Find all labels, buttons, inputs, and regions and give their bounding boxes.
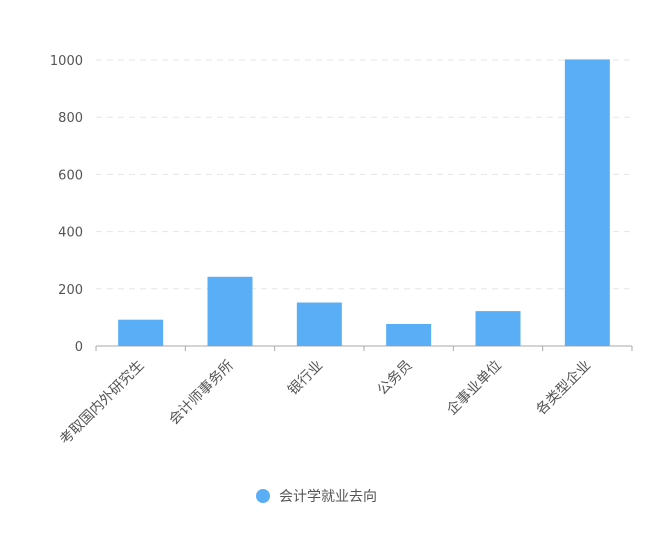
y-tick-label: 0 [75,340,83,355]
x-axis-ticks: 考取国内外研究生 会计师事务所 银行业 公务员 企事业单位 各类型企业 [57,357,594,448]
y-tick-label: 1000 [50,54,83,69]
bar[interactable] [475,311,521,346]
legend-label[interactable]: 会计学就业去向 [279,489,377,505]
x-tick-label: 会计师事务所 [166,358,237,429]
bar[interactable] [564,59,610,346]
y-axis-ticks: 0 200 400 600 800 1000 [50,54,83,355]
legend[interactable]: 会计学就业去向 [256,489,377,505]
bar[interactable] [118,319,164,346]
x-tick-label: 公务员 [374,358,415,399]
bar[interactable] [207,276,253,346]
y-tick-label: 200 [58,283,83,298]
bar[interactable] [296,302,342,346]
x-tick-label: 银行业 [285,358,326,399]
y-tick-label: 600 [58,168,83,183]
legend-marker[interactable] [256,489,270,503]
y-tick-label: 800 [58,111,83,126]
x-tick-label: 各类型企业 [533,357,595,419]
bar[interactable] [386,323,432,346]
x-tick-label: 企事业单位 [443,357,505,419]
x-tick-label: 考取国内外研究生 [57,358,148,449]
y-tick-label: 400 [58,226,83,241]
bars [118,59,610,346]
grid-lines [96,59,632,290]
axes [95,345,633,351]
